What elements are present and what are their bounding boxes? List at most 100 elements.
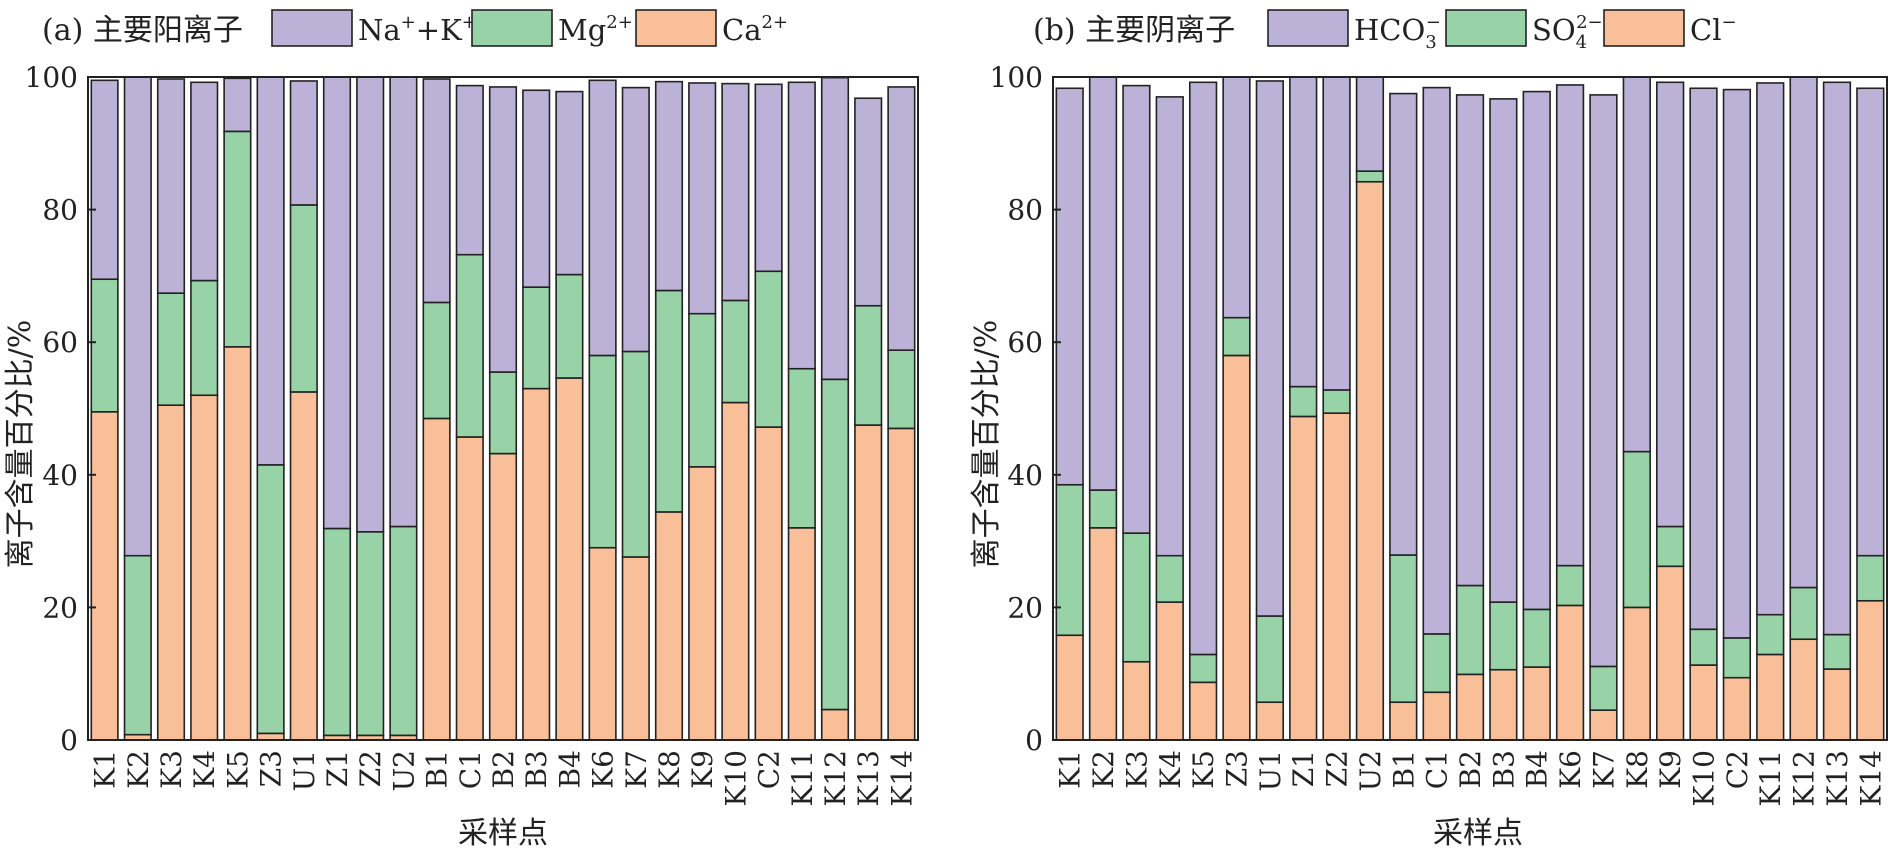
bar-segment-Z2-Na++K+ xyxy=(356,76,385,533)
legend-label-ca: Ca2+ xyxy=(722,12,788,47)
bar-segment-K5-Mg2+ xyxy=(223,130,252,348)
x-tick-label: K11 xyxy=(1754,750,1787,807)
bar-segment-B2-Na++K+ xyxy=(488,86,518,373)
panel-a-cations: (a) 主要阳离子 Na++K+ Mg2+ Ca2+ 离子含量百分比/% 采样点… xyxy=(3,9,919,851)
x-tick-label: B3 xyxy=(520,750,553,788)
legend-label-cl: Cl− xyxy=(1690,12,1737,47)
x-tick-label: K14 xyxy=(1854,750,1887,807)
bar-segment-B1-SO42- xyxy=(1389,554,1418,704)
bar-segment-B3-Na++K+ xyxy=(522,89,551,288)
bar-segment-C1-Mg2+ xyxy=(455,253,484,438)
bar-segment-K14-Mg2+ xyxy=(887,349,916,430)
x-tick-label: K3 xyxy=(155,750,188,789)
y-tick-label: 40 xyxy=(42,459,78,492)
legend-swatch-na-k xyxy=(271,9,353,47)
panel-a-title: (a) 主要阳离子 xyxy=(42,13,243,48)
bar-segment-K10-HCO3- xyxy=(1689,87,1718,631)
bar-segment-K6-SO42- xyxy=(1555,564,1585,607)
bar-segment-U1-Ca2+ xyxy=(289,391,318,741)
bar-segment-B3-Mg2+ xyxy=(522,286,551,390)
bar-segment-U2-Na++K+ xyxy=(389,76,418,528)
y-tick-label: 80 xyxy=(1007,194,1043,227)
x-tick-label: K1 xyxy=(89,750,122,789)
bar-segment-K8-HCO3- xyxy=(1622,76,1651,453)
bar-segment-B2-Cl- xyxy=(1455,673,1485,741)
x-tick-label: K7 xyxy=(620,750,653,789)
bar-segment-B4-SO42- xyxy=(1522,608,1551,668)
x-tick-label: K4 xyxy=(188,750,221,789)
bar-segment-Z3-SO42- xyxy=(1222,316,1251,357)
panel-b-title: (b) 主要阴离子 xyxy=(1033,13,1235,48)
legend-swatch-cl xyxy=(1603,9,1685,47)
x-tick-label: K10 xyxy=(1688,750,1721,807)
bar-segment-K2-Mg2+ xyxy=(123,554,152,736)
bar-segment-K7-Ca2+ xyxy=(621,556,650,741)
x-tick-label: U1 xyxy=(288,750,321,791)
bar-segment-Z1-Na++K+ xyxy=(322,76,352,530)
bar-segment-C1-Na++K+ xyxy=(455,84,484,256)
x-tick-label: C2 xyxy=(753,750,786,789)
x-tick-label: C1 xyxy=(1421,750,1454,789)
bar-segment-C1-HCO3- xyxy=(1422,86,1451,635)
x-tick-label: K11 xyxy=(786,750,819,807)
bar-segment-B4-HCO3- xyxy=(1522,90,1551,611)
bar-segment-U1-Cl- xyxy=(1255,701,1284,741)
bar-segment-Z3-Mg2+ xyxy=(256,464,285,735)
bar-segment-K5-Na++K+ xyxy=(223,77,252,133)
x-tick-label: K8 xyxy=(1621,750,1654,789)
x-tick-label: B1 xyxy=(1387,750,1420,788)
y-tick-label: 20 xyxy=(1007,591,1043,624)
x-tick-label: K9 xyxy=(686,750,719,789)
bar-segment-B4-Mg2+ xyxy=(555,273,584,379)
bar-segment-B2-Mg2+ xyxy=(488,371,518,455)
y-tick-label: 100 xyxy=(25,61,78,94)
plot-frame xyxy=(87,76,919,741)
bar-segment-B3-SO42- xyxy=(1489,601,1518,671)
plot-frame xyxy=(1052,76,1888,741)
bar-segment-K9-SO42- xyxy=(1656,525,1685,568)
x-tick-label: K13 xyxy=(852,750,885,807)
panel-a-xlabel: 采样点 xyxy=(458,816,548,851)
bar-segment-U2-Cl- xyxy=(1355,180,1385,741)
bar-segment-K1-Na++K+ xyxy=(90,79,119,281)
bar-segment-K1-Ca2+ xyxy=(90,411,119,741)
bar-segment-Z1-HCO3- xyxy=(1289,76,1318,388)
bar-segment-K1-Mg2+ xyxy=(90,278,119,413)
bar-segment-K5-Cl- xyxy=(1188,681,1218,741)
bar-segment-Z1-SO42- xyxy=(1289,385,1318,418)
bar-segment-B1-HCO3- xyxy=(1389,92,1418,556)
x-tick-label: K5 xyxy=(221,750,254,789)
bar-segment-K9-Cl- xyxy=(1656,565,1685,741)
bar-segment-K1-HCO3- xyxy=(1055,87,1084,486)
x-tick-label: K12 xyxy=(1788,750,1821,807)
legend-label-so4: SO42− xyxy=(1532,12,1603,53)
bar-segment-K9-Ca2+ xyxy=(688,466,717,741)
bar-segment-B2-HCO3- xyxy=(1455,94,1485,587)
bar-segment-K11-Mg2+ xyxy=(787,367,816,529)
legend-swatch-hco3 xyxy=(1267,9,1349,47)
x-tick-label: K2 xyxy=(122,750,155,789)
legend-swatch-ca xyxy=(635,9,717,47)
bar-segment-K3-Na++K+ xyxy=(156,78,186,294)
bar-segment-K3-Mg2+ xyxy=(156,292,186,406)
bar-segment-Z2-Cl- xyxy=(1322,412,1351,741)
bar-segment-B1-Na++K+ xyxy=(422,78,451,304)
x-tick-label: B4 xyxy=(553,750,586,788)
bar-segment-Z3-Cl- xyxy=(1222,354,1251,741)
x-tick-label: K8 xyxy=(653,750,686,789)
bar-segment-K2-HCO3- xyxy=(1088,76,1118,491)
panel-a-plot-area: K1 K2 K3 K4 K5 Z3 U1 Z1 Z2 U2 B1 C1 B2 B3 B4 K6 K7 K8 K9 K1… xyxy=(25,61,919,807)
bar-segment-B3-Ca2+ xyxy=(522,387,551,741)
bar-segment-K6-HCO3- xyxy=(1555,84,1585,567)
bar-segment-K12-HCO3- xyxy=(1789,76,1818,589)
x-tick-label: Z2 xyxy=(354,750,387,787)
legend-label-hco3: HCO3− xyxy=(1354,12,1441,53)
bar-segment-K7-Mg2+ xyxy=(621,350,650,558)
x-tick-label: K3 xyxy=(1120,750,1153,789)
bar-segment-K11-Cl- xyxy=(1756,653,1785,741)
bar-segment-K6-Na++K+ xyxy=(588,79,617,357)
x-tick-label: Z1 xyxy=(321,750,354,787)
x-tick-label: C2 xyxy=(1721,750,1754,789)
bar-segment-K8-Cl- xyxy=(1622,606,1651,741)
